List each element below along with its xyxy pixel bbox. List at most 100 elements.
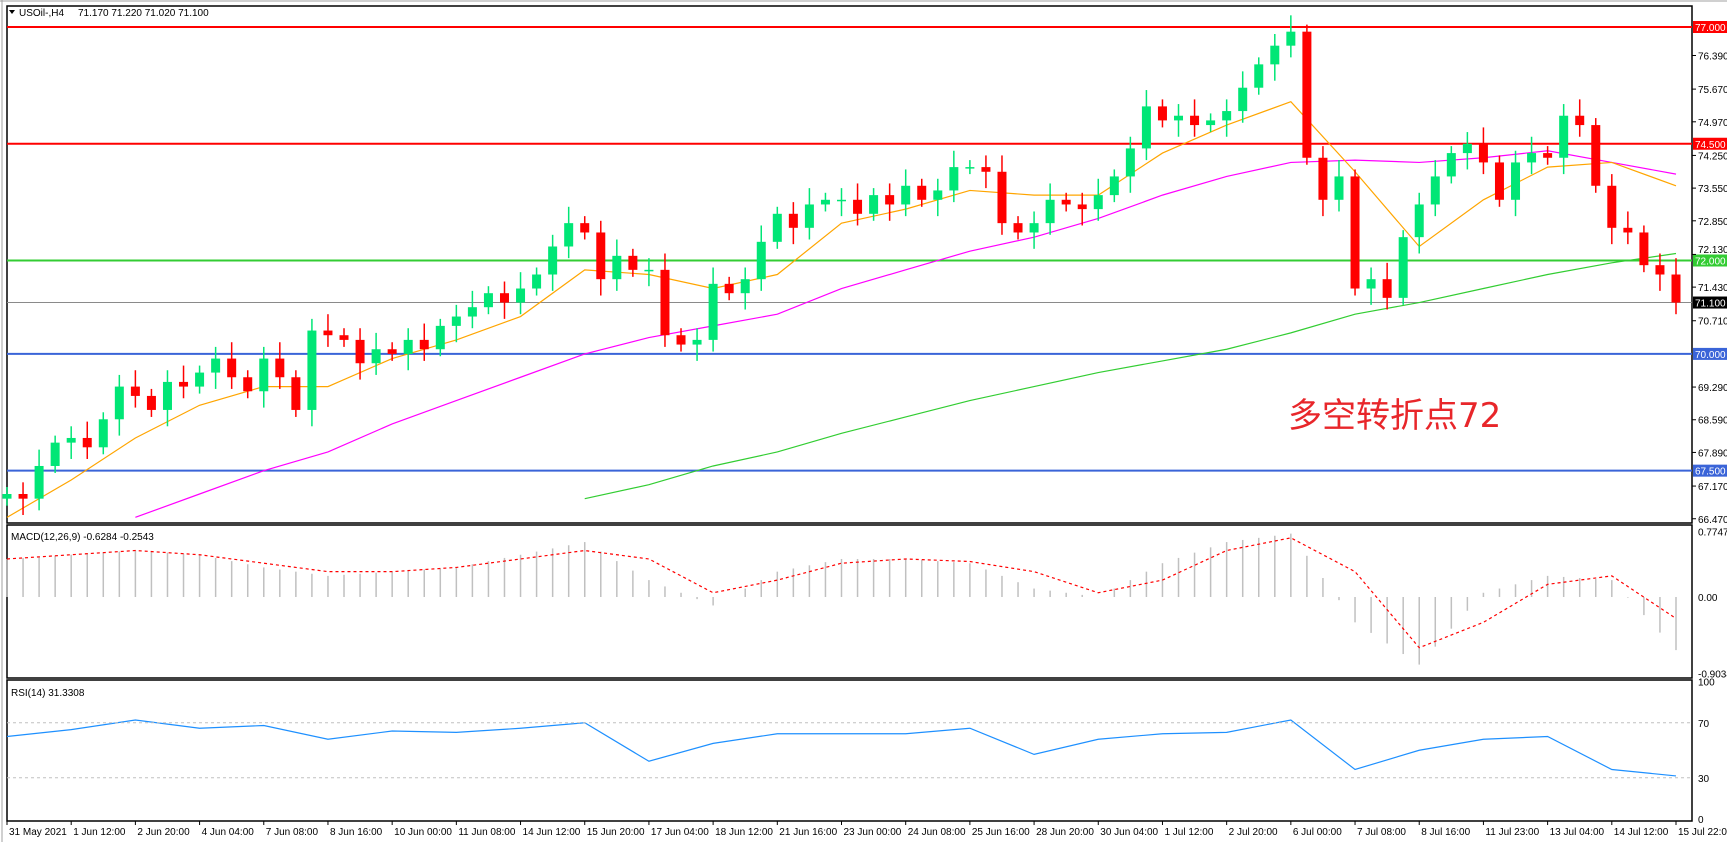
candle-bull [644,269,654,272]
level-tag [1693,21,1727,33]
candle-bull [548,246,558,275]
candle-bear [1671,274,1681,303]
annotation-text: 多空转折点72 [1288,396,1502,436]
time-axis-label: 14 Jul 12:00 [1614,827,1669,838]
time-axis-label: 31 May 2021 [9,827,67,838]
candle-bull [692,339,702,345]
candle-bull [708,283,718,340]
rsi-line [6,719,1677,777]
candle-bull [564,223,574,247]
rsi-axis-label: 0 [1698,815,1704,826]
time-axis-label: 7 Jun 08:00 [266,827,319,838]
candle-bear [981,167,991,172]
price-axis-label: 72.130 [1698,245,1727,256]
price-axis-label: 74.250 [1698,151,1727,162]
candle-bull [1511,162,1521,200]
level-tag [1693,464,1727,477]
candle-bull [451,316,461,326]
price-axis-label: 69.290 [1698,383,1727,394]
candle-bear [499,293,509,303]
candle-bull [1029,223,1039,233]
candle-bear [355,339,365,364]
candle-bull [820,199,830,205]
candle-bull [1222,111,1232,121]
candle-bear [580,223,590,233]
price-axis-label: 67.890 [1698,448,1727,459]
candle-bear [1350,176,1360,289]
candle-bear [339,335,349,340]
level-tag [1693,347,1727,360]
ma-slow-line [584,252,1677,500]
time-axis-label: 14 Jun 12:00 [523,827,581,838]
rsi-axis-label: 100 [1698,678,1715,689]
time-axis-label: 13 Jul 04:00 [1550,827,1605,838]
time-axis-label: 24 Jun 08:00 [908,827,966,838]
candle-bull [1462,143,1472,154]
candle-bear [788,213,798,228]
dropdown-triangle-icon[interactable] [9,10,15,14]
candle-bear [885,195,895,205]
time-axis-label: 10 Jun 00:00 [394,827,452,838]
candle-bear [18,494,28,499]
candle-bull [1045,199,1055,224]
time-axis-label: 23 Jun 00:00 [844,827,902,838]
candle-bull [34,465,44,499]
candle-bull [1286,31,1296,46]
level-tag [1693,296,1727,309]
candle-bull [772,213,782,242]
candle-bear [227,358,237,378]
candle-bull [162,381,172,410]
candle-bear [387,349,397,354]
candle-bull [50,442,60,466]
candle-bear [243,377,253,392]
candle-bull [1559,115,1569,158]
candle-bull [371,349,381,364]
candle-bull [1109,176,1119,196]
candle-bull [532,274,542,289]
candle-bear [1543,153,1553,158]
candle-bear [1061,199,1071,205]
candle-bear [1591,125,1601,186]
level-label: 72.000 [1695,257,1726,268]
candle-bull [1141,106,1151,149]
candle-bull [211,358,221,373]
candle-bull [1430,176,1440,205]
candle-bear [1655,265,1665,275]
candle-bear [179,381,189,387]
candle-bull [403,339,413,354]
candle-bear [1478,143,1488,163]
price-axis-label: 67.170 [1698,482,1727,493]
level-label: 71.100 [1695,299,1726,310]
time-axis-label: 18 Jun 12:00 [715,827,773,838]
rsi-axis-label: 70 [1698,719,1710,730]
candle-bear [1013,223,1023,233]
candle-bear [628,255,638,270]
candle-bull [259,358,269,392]
candle-bull [1414,204,1424,238]
macd-panel [6,524,1693,679]
candle-bull [1270,45,1280,65]
candle-bull [804,204,814,228]
ma-fast-line [6,101,1677,518]
time-axis-label: 1 Jul 12:00 [1164,827,1213,838]
candle-bull [516,288,526,303]
candle-bull [740,279,750,294]
candle-bear [130,386,140,396]
candle-bear [1494,162,1504,200]
rsi-panel [6,679,1693,822]
candle-bear [660,269,670,336]
rsi-label: RSI(14) 31.3308 [11,688,85,699]
macd-axis-label: 0.00 [1698,593,1718,604]
candle-bull [467,307,477,317]
candle-bull [869,195,879,214]
time-axis-label: 11 Jun 08:00 [458,827,516,838]
price-axis-label: 68.590 [1698,416,1727,427]
price-axis-label: 72.850 [1698,217,1727,228]
rsi-axis-label: 30 [1698,774,1710,785]
candle-bull [114,386,124,420]
candle-bear [1575,115,1585,126]
candle-bull [1174,115,1184,121]
time-axis-label: 28 Jun 20:00 [1036,827,1094,838]
candle-bear [1157,106,1167,121]
candle-bull [1366,279,1376,289]
